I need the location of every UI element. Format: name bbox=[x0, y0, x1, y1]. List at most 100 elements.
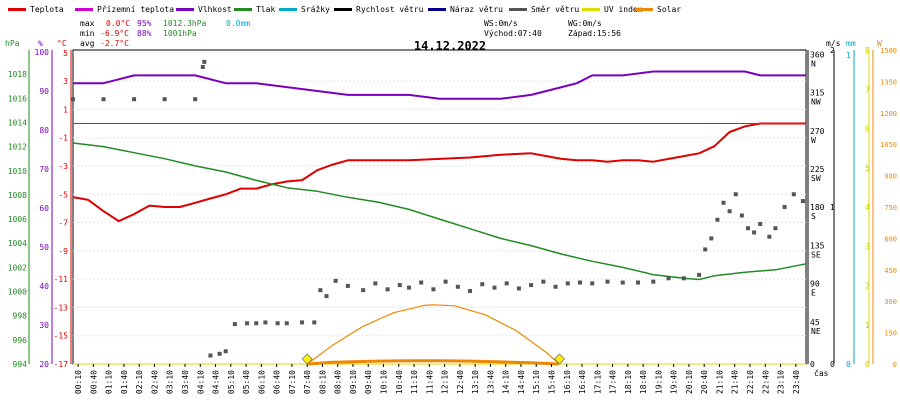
tick-solar: 450 bbox=[884, 267, 897, 275]
legend-swatch bbox=[428, 8, 446, 11]
tick-uv: 1 bbox=[865, 321, 870, 330]
x-tick-label: 19:10 bbox=[654, 370, 663, 394]
wind-direction-point bbox=[636, 280, 641, 285]
sunset-marker bbox=[553, 353, 566, 365]
stat-min-temp: -6.9°C bbox=[100, 29, 129, 38]
tick-pressure: 1000 bbox=[8, 288, 27, 297]
tick-humidity: 80 bbox=[39, 126, 49, 135]
wind-direction-point bbox=[565, 281, 570, 286]
wind-direction-point bbox=[492, 285, 497, 290]
wind-direction-point bbox=[782, 205, 787, 209]
x-tick-label: 11:10 bbox=[410, 370, 419, 394]
wind-direction-point bbox=[773, 226, 778, 231]
x-tick-label: 01:40 bbox=[120, 370, 129, 394]
x-tick-label: 04:10 bbox=[196, 370, 205, 394]
plot-area bbox=[71, 49, 807, 366]
x-tick-label: 16:10 bbox=[563, 370, 572, 394]
tick-temperature: -9 bbox=[58, 247, 68, 256]
x-tick-label: 09:10 bbox=[349, 370, 358, 394]
legend-item: Solar bbox=[657, 5, 681, 14]
right-axes: 045NE90E135SE180S225SW270W315NW360Nm/s01… bbox=[807, 39, 897, 369]
tick-direction-label: SW bbox=[811, 174, 821, 183]
tick-direction-label: N bbox=[811, 59, 816, 68]
x-tick-label: 14:10 bbox=[502, 370, 511, 394]
wind-direction-point bbox=[202, 59, 207, 64]
x-tick-label: 19:40 bbox=[670, 370, 679, 394]
tick-direction: 45 bbox=[810, 318, 820, 327]
tick-humidity: 20 bbox=[39, 360, 49, 369]
wind-direction-point bbox=[284, 321, 289, 326]
x-tick-label: 06:40 bbox=[273, 370, 282, 394]
wind-direction-point bbox=[800, 199, 805, 204]
tick-solar: 600 bbox=[884, 235, 897, 243]
legend-item: UV index bbox=[604, 5, 643, 14]
stat-min-press: 1001hPa bbox=[163, 29, 197, 38]
legend-swatch bbox=[509, 8, 527, 11]
series-line-0 bbox=[72, 122, 806, 223]
tick-pressure: 994 bbox=[13, 360, 28, 369]
wind-direction-point bbox=[162, 97, 167, 102]
tick-temperature: 1 bbox=[63, 105, 68, 114]
wind-direction-point bbox=[324, 294, 329, 299]
tick-pressure: 1008 bbox=[8, 191, 27, 200]
tick-pressure: 1002 bbox=[8, 263, 27, 272]
wind-direction-point bbox=[739, 213, 744, 218]
tick-direction-label: SE bbox=[811, 250, 821, 259]
x-tick-label: 06:10 bbox=[257, 370, 266, 394]
wind-direction-point bbox=[208, 353, 213, 358]
chart-title: 14.12.2022 bbox=[414, 39, 486, 53]
wind-direction-point bbox=[318, 288, 323, 293]
wind-direction-point bbox=[406, 285, 411, 290]
tick-humidity: 100 bbox=[35, 48, 50, 57]
wind-direction-point bbox=[361, 288, 366, 293]
x-tick-label: 18:10 bbox=[624, 370, 633, 394]
tick-solar: 1200 bbox=[880, 110, 897, 118]
tick-humidity: 60 bbox=[39, 204, 49, 213]
tick-temperature: -15 bbox=[54, 332, 69, 341]
tick-rain: 0 bbox=[846, 360, 851, 369]
tick-pressure: 1006 bbox=[8, 215, 27, 224]
wind-speed-text: WS:0m/s bbox=[484, 19, 518, 28]
wind-direction-point bbox=[71, 97, 75, 102]
wind-direction-point bbox=[666, 276, 671, 281]
legend-item: Tlak bbox=[256, 5, 275, 14]
legend-swatch bbox=[8, 8, 26, 11]
wind-direction-point bbox=[651, 279, 656, 284]
stat-max-temp: 0.0°C bbox=[106, 19, 130, 28]
x-tick-label: 23:40 bbox=[792, 370, 801, 394]
legend-swatch bbox=[75, 8, 93, 11]
wind-direction-point bbox=[697, 272, 702, 277]
wind-direction-point bbox=[727, 209, 732, 214]
tick-temperature: -11 bbox=[54, 275, 69, 284]
wind-direction-point bbox=[245, 321, 250, 326]
tick-direction-label: W bbox=[811, 136, 816, 145]
tick-temperature: -13 bbox=[54, 303, 69, 312]
x-tick-label: 10:10 bbox=[380, 370, 389, 394]
wind-direction-point bbox=[752, 230, 757, 235]
tick-pressure: 996 bbox=[13, 336, 28, 345]
x-tick-label: 05:10 bbox=[227, 370, 236, 394]
x-tick-label: 11:40 bbox=[425, 370, 434, 394]
tick-direction: 0 bbox=[810, 360, 815, 369]
tick-wind: 2 bbox=[830, 46, 835, 55]
left-axes: hPa% °C 994 996 998 1000 1002 1004 1006 1008 1010 1… bbox=[5, 39, 72, 369]
tick-direction-label: NE bbox=[811, 327, 821, 336]
legend-item: Směr větru bbox=[531, 5, 579, 14]
wind-direction-point bbox=[529, 283, 534, 288]
x-tick-label: 05:40 bbox=[242, 370, 251, 394]
wind-direction-point bbox=[733, 192, 738, 197]
wind-direction-point bbox=[333, 278, 338, 283]
legend-swatch bbox=[334, 8, 352, 11]
legend-swatch bbox=[635, 8, 653, 11]
wind-direction-point bbox=[703, 247, 708, 252]
stat-avg-label: avg bbox=[80, 39, 95, 48]
wind-direction-point bbox=[431, 287, 436, 292]
legend-item: Přízemní teplota bbox=[97, 5, 174, 14]
tick-direction: 270 bbox=[810, 127, 825, 136]
wind-direction-point bbox=[373, 281, 378, 286]
x-tick-label: 13:40 bbox=[486, 370, 495, 394]
stat-max-press: 1012.3hPa bbox=[163, 19, 207, 28]
tick-solar: 1050 bbox=[880, 141, 897, 149]
tick-direction: 135 bbox=[810, 241, 825, 250]
stat-max-rain: 0.0mm bbox=[226, 19, 250, 28]
